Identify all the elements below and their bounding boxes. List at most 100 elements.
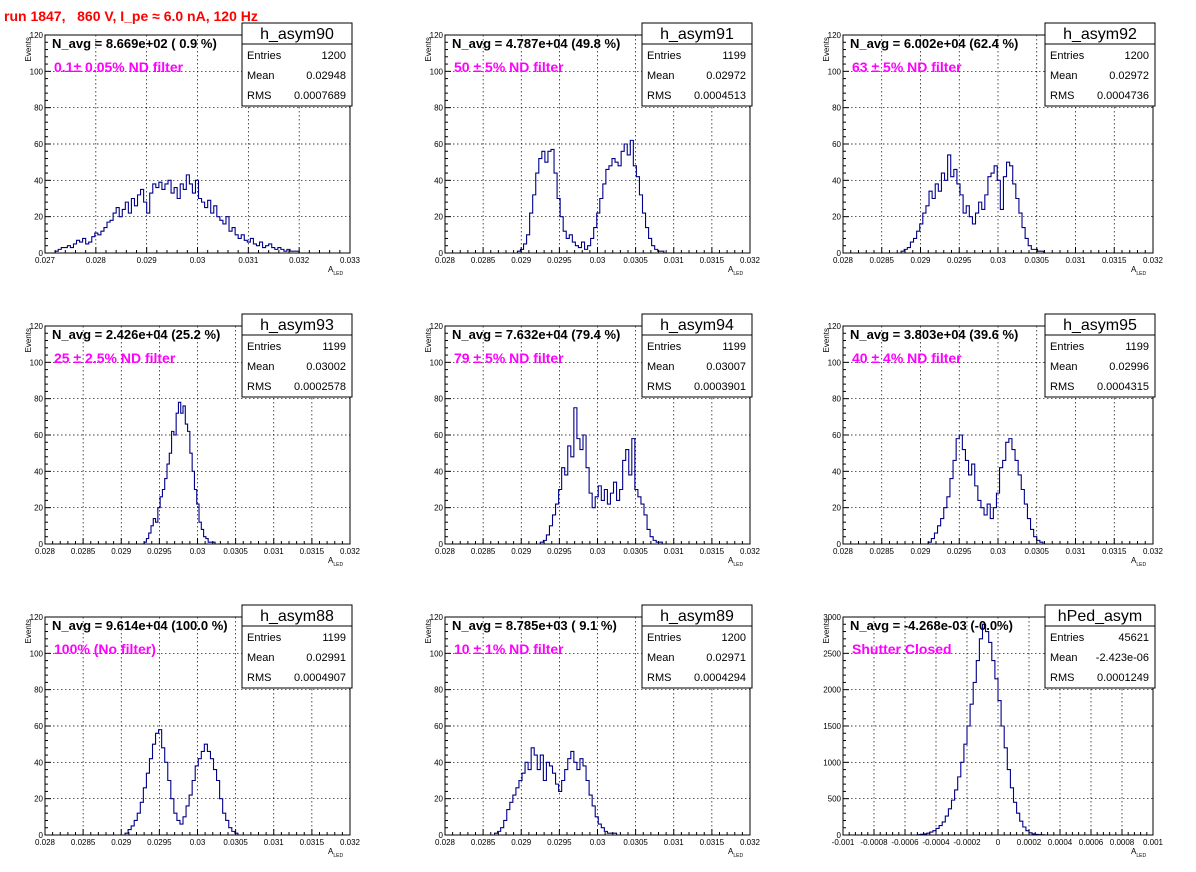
y-tick-label: 100 <box>30 67 44 76</box>
x-tick-label: 0.0305 <box>1025 256 1050 265</box>
histogram-panel-h_asym93: 0.028 0.0285 0.029 0.0295 0.03 0.0305 0.031 0.0… <box>24 313 361 568</box>
x-tick-label: 0.027 <box>35 256 56 265</box>
x-tick-label: 0.03 <box>190 256 206 265</box>
y-axis-title: Events <box>24 619 33 643</box>
x-axis-title: ALED <box>328 265 343 277</box>
stats-value: 0.0004315 <box>1097 381 1149 393</box>
y-tick-label: 100 <box>828 67 842 76</box>
stats-value: 0.0003901 <box>694 381 746 393</box>
x-tick-label: 0.0295 <box>547 838 572 847</box>
x-tick-label: 0.0295 <box>547 256 572 265</box>
x-tick-label: 0.0315 <box>1102 256 1127 265</box>
x-tick-label: 0.03 <box>990 547 1006 556</box>
stats-label: Mean <box>1050 70 1078 82</box>
x-tick-label: -0.0004 <box>922 838 950 847</box>
stats-label: Mean <box>647 361 675 373</box>
x-tick-label: 0.028 <box>833 256 854 265</box>
y-tick-label: 80 <box>34 686 43 695</box>
x-tick-label: 0.029 <box>511 838 532 847</box>
histogram-panel-h_asym94: 0.028 0.0285 0.029 0.0295 0.03 0.0305 0.031 0.0… <box>424 313 761 568</box>
histogram-line <box>916 623 1046 836</box>
y-tick-label: 3000 <box>823 613 841 622</box>
histogram-panel-h_asym92: 0.028 0.0285 0.029 0.0295 0.03 0.0305 0.031 0.0… <box>822 22 1164 277</box>
stats-label: Mean <box>247 361 275 373</box>
y-tick-label: 2500 <box>823 649 841 658</box>
y-tick-label: 20 <box>34 504 43 513</box>
y-tick-label: 60 <box>832 431 841 440</box>
y-tick-label: 80 <box>34 104 43 113</box>
x-tick-label: 0.0002 <box>1017 838 1042 847</box>
x-tick-label: 0.029 <box>111 547 132 556</box>
stats-label: Mean <box>647 70 675 82</box>
x-tick-label: 0.032 <box>340 838 361 847</box>
stats-label: Entries <box>647 632 682 644</box>
y-tick-label: 40 <box>434 758 443 767</box>
y-tick-label: 120 <box>430 613 444 622</box>
y-tick-label: 0 <box>39 249 44 258</box>
histogram-name: h_asym88 <box>260 608 334 625</box>
y-tick-label: 0 <box>439 831 444 840</box>
y-tick-label: 40 <box>34 467 43 476</box>
y-tick-label: 100 <box>828 358 842 367</box>
y-tick-label: 20 <box>434 213 443 222</box>
y-tick-label: 0 <box>837 831 842 840</box>
y-tick-label: 20 <box>832 504 841 513</box>
y-tick-label: 100 <box>430 649 444 658</box>
stats-label: RMS <box>1050 381 1074 393</box>
y-tick-label: 40 <box>434 467 443 476</box>
stats-label: Entries <box>247 50 282 62</box>
y-tick-label: 120 <box>828 322 842 331</box>
x-tick-label: -0.0008 <box>860 838 888 847</box>
y-tick-label: 1500 <box>823 722 841 731</box>
histogram-panel-h_asym88: 0.028 0.0285 0.029 0.0295 0.03 0.0305 0.031 0.0… <box>24 604 361 859</box>
stats-box-frame <box>241 22 353 107</box>
stats-value: 0.03002 <box>306 361 346 373</box>
stats-value: 1200 <box>322 50 346 62</box>
stats-value: 1199 <box>1125 341 1149 353</box>
stats-value: 0.0004513 <box>694 90 746 102</box>
stats-value: 1199 <box>322 632 346 644</box>
navg-annotation: N_avg = 4.787e+04 (49.8 %) <box>452 36 620 51</box>
x-tick-label: 0.0305 <box>623 547 648 556</box>
stats-value: 1199 <box>722 50 746 62</box>
x-tick-label: 0.029 <box>910 547 931 556</box>
y-axis-title: Events <box>822 37 831 61</box>
stats-value: 0.02991 <box>306 652 346 664</box>
x-tick-label: 0.032 <box>740 256 761 265</box>
histogram-line <box>927 434 1044 544</box>
x-tick-label: 0.0285 <box>471 838 496 847</box>
y-tick-label: 0 <box>39 540 44 549</box>
x-tick-label: 0.0285 <box>870 547 895 556</box>
stats-box-frame <box>1044 604 1156 689</box>
stats-label: Mean <box>647 652 675 664</box>
x-tick-label: 0.0006 <box>1079 838 1104 847</box>
stats-label: RMS <box>647 672 671 684</box>
stats-value: 0.03007 <box>706 361 746 373</box>
stats-label: Entries <box>647 50 682 62</box>
histogram-line <box>54 174 309 254</box>
stats-box-frame <box>641 22 753 107</box>
x-tick-label: 0.029 <box>511 547 532 556</box>
stats-value: 0.02972 <box>706 70 746 82</box>
x-tick-label: 0.032 <box>289 256 310 265</box>
x-tick-label: 0.0315 <box>700 547 725 556</box>
stats-value: 0.02996 <box>1109 361 1149 373</box>
y-tick-label: 100 <box>30 358 44 367</box>
stats-box: h_asym92 Entries 1200 Mean 0.02972 RMS 0.00047… <box>1044 22 1156 107</box>
stats-value: 1200 <box>1125 50 1149 62</box>
x-tick-label: 0.032 <box>740 838 761 847</box>
stats-label: RMS <box>647 381 671 393</box>
x-tick-label: 0.028 <box>435 838 456 847</box>
x-tick-label: 0.03 <box>590 838 606 847</box>
x-tick-label: -0.001 <box>832 838 855 847</box>
x-tick-label: 0.031 <box>1065 256 1086 265</box>
x-tick-label: 0.028 <box>86 256 107 265</box>
x-axis-title: ALED <box>328 556 343 568</box>
stats-value: 0.0002578 <box>294 381 346 393</box>
x-axis-title: ALED <box>728 847 743 859</box>
filter-annotation: 79 ± 5% ND filter <box>454 350 564 366</box>
y-tick-label: 60 <box>434 722 443 731</box>
stats-label: RMS <box>247 672 271 684</box>
x-tick-label: 0.0305 <box>623 838 648 847</box>
x-tick-label: 0 <box>996 838 1001 847</box>
